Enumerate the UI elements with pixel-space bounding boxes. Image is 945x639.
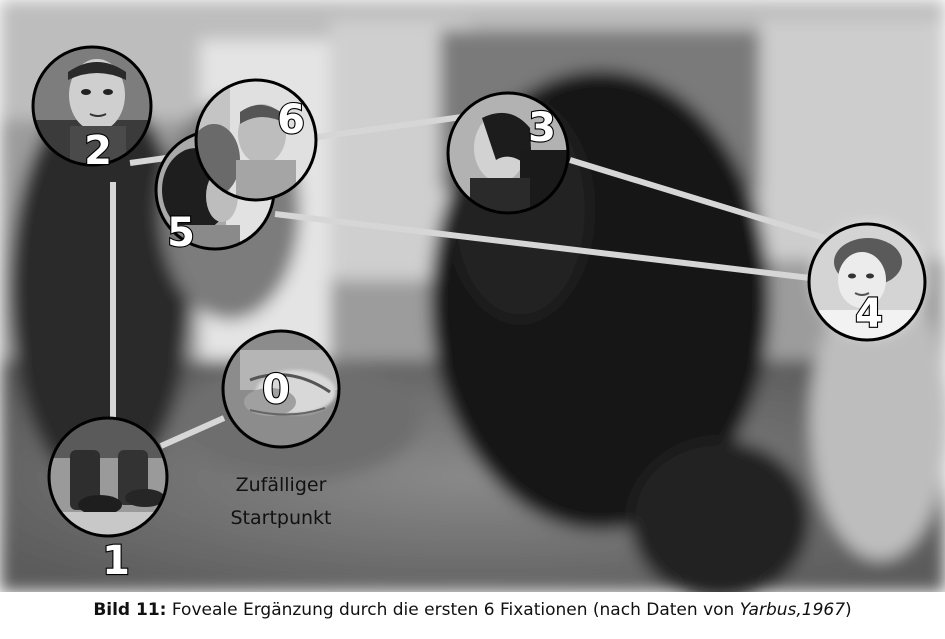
fixation-number-0: 0 [262, 367, 290, 413]
fixation-6 [194, 78, 318, 202]
fixation-1 [47, 416, 169, 538]
caption-text: Foveale Ergänzung durch die ersten 6 Fix… [166, 600, 740, 620]
caption-citation: Yarbus,1967 [739, 600, 846, 620]
fixation-number-5: 5 [167, 210, 195, 256]
start-note-line2: Startpunkt [230, 507, 331, 529]
fixation-number-4: 4 [855, 291, 883, 337]
path-0-1 [159, 415, 226, 449]
scene: 0 1 2 3 4 5 6 Zufälliger Startpunkt [0, 0, 945, 592]
fixation-number-2: 2 [84, 128, 112, 174]
fixation-4 [807, 222, 927, 342]
fixation-0 [221, 329, 341, 449]
fixation-number-1: 1 [102, 538, 130, 584]
path-4-5 [274, 211, 811, 281]
fixation-3 [446, 91, 570, 215]
caption-end: ) [845, 600, 852, 620]
fixation-number-3: 3 [528, 105, 556, 151]
fixation-number-6: 6 [277, 97, 305, 143]
figure-caption: Bild 11: Foveale Ergänzung durch die ers… [0, 592, 945, 639]
fixation-2 [31, 45, 153, 167]
path-3-4 [569, 157, 829, 242]
caption-label: Bild 11: [93, 600, 167, 620]
start-note-line1: Zufälliger [236, 474, 327, 496]
